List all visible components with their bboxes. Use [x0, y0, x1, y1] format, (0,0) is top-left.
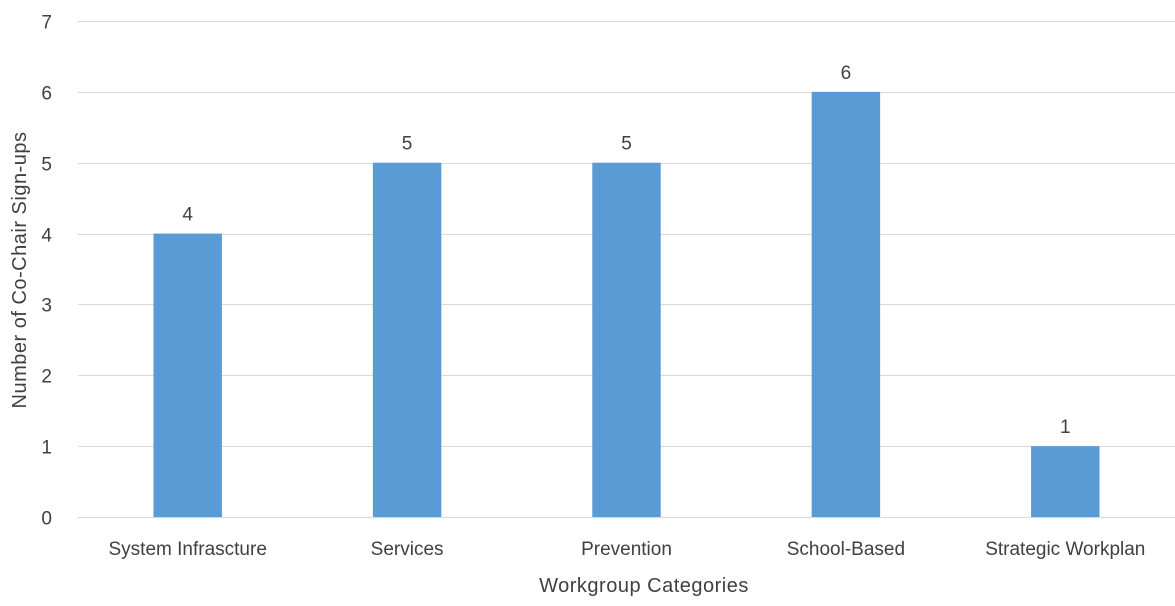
- y-tick-label: 3: [41, 296, 52, 317]
- y-tick-label: 1: [41, 438, 52, 459]
- y-tick-label: 5: [41, 155, 52, 176]
- x-tick-label: School-Based: [787, 539, 905, 560]
- y-tick-label: 2: [41, 367, 52, 388]
- y-axis-ticks: 0 1 2 3 4 5 6 7: [41, 13, 52, 530]
- y-axis-title: Number of Co-Chair Sign-ups: [9, 132, 31, 409]
- bar: [372, 162, 442, 517]
- x-tick-label: System Infrascture: [109, 539, 267, 560]
- data-label: 6: [841, 63, 852, 84]
- bars: [153, 91, 1100, 518]
- data-label: 5: [621, 134, 632, 155]
- x-tick-label: Prevention: [581, 539, 672, 560]
- y-tick-label: 7: [41, 13, 52, 34]
- y-tick-label: 4: [41, 226, 52, 247]
- data-label: 1: [1060, 417, 1071, 438]
- data-labels: 4 5 5 6 1: [182, 63, 1070, 438]
- data-label: 4: [182, 205, 193, 226]
- bar: [153, 233, 222, 518]
- y-tick-label: 6: [41, 84, 52, 105]
- y-tick-label: 0: [41, 509, 52, 530]
- bar: [592, 162, 661, 517]
- x-axis-title: Workgroup Categories: [539, 575, 749, 597]
- x-tick-label: Services: [371, 539, 444, 560]
- x-tick-label: Strategic Workplan: [985, 539, 1145, 560]
- x-axis-ticks: System Infrascture Services Prevention Scho…: [109, 539, 1146, 560]
- data-label: 5: [402, 134, 413, 155]
- bar: [1031, 446, 1100, 517]
- bar: [811, 91, 881, 517]
